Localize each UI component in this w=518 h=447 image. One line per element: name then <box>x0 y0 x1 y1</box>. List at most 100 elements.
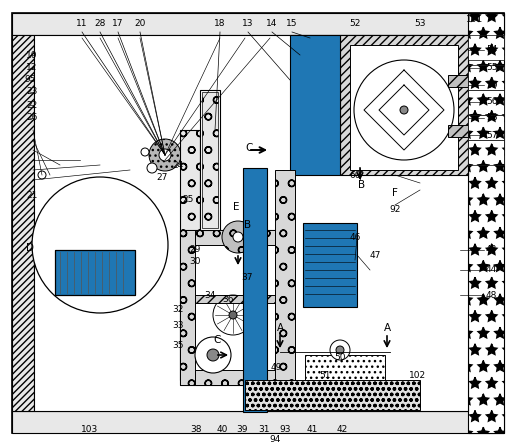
Text: 22: 22 <box>26 101 37 110</box>
Bar <box>448 125 468 137</box>
Text: 28: 28 <box>94 20 106 29</box>
Text: 47: 47 <box>369 250 381 260</box>
Text: 17: 17 <box>112 20 124 29</box>
Bar <box>305 225 355 305</box>
Bar <box>303 223 357 307</box>
Bar <box>34 35 468 411</box>
Text: 31: 31 <box>258 426 270 434</box>
Bar <box>180 230 195 385</box>
Text: 52: 52 <box>349 20 361 29</box>
Text: 36: 36 <box>222 295 234 304</box>
Bar <box>202 92 218 228</box>
Bar <box>468 65 504 90</box>
Text: 51: 51 <box>319 371 331 380</box>
Text: 39: 39 <box>236 426 248 434</box>
Text: C: C <box>246 143 253 153</box>
Bar <box>195 230 290 245</box>
Bar <box>468 13 504 433</box>
Text: 101: 101 <box>466 16 484 25</box>
Bar <box>290 35 340 53</box>
Circle shape <box>222 221 254 253</box>
Bar <box>180 230 290 385</box>
Text: 25: 25 <box>182 195 194 204</box>
Bar <box>350 45 458 170</box>
Text: 11: 11 <box>76 20 88 29</box>
Bar <box>12 13 504 35</box>
Bar <box>468 35 504 60</box>
Circle shape <box>141 148 149 156</box>
Text: 21: 21 <box>26 190 37 199</box>
Circle shape <box>330 340 350 360</box>
Text: 55: 55 <box>486 63 497 72</box>
Bar <box>245 380 420 410</box>
Text: 49: 49 <box>270 363 282 371</box>
Text: 95: 95 <box>24 76 36 84</box>
Text: 94: 94 <box>269 435 281 444</box>
Text: 24: 24 <box>172 160 183 169</box>
Text: 13: 13 <box>242 20 254 29</box>
Text: 20: 20 <box>134 20 146 29</box>
Text: 92: 92 <box>390 206 401 215</box>
Text: C: C <box>213 335 221 345</box>
Text: 30: 30 <box>189 257 201 266</box>
Text: 18: 18 <box>214 20 226 29</box>
Circle shape <box>229 311 237 319</box>
Circle shape <box>195 337 231 373</box>
Text: 57: 57 <box>486 131 497 139</box>
Circle shape <box>38 171 46 179</box>
Bar <box>55 250 135 295</box>
Text: 56: 56 <box>486 97 497 106</box>
Bar <box>468 115 504 140</box>
Bar <box>275 230 290 385</box>
Text: B: B <box>244 220 252 230</box>
Bar <box>468 90 504 115</box>
Bar <box>468 140 504 165</box>
Text: 14: 14 <box>266 20 278 29</box>
Bar <box>180 130 200 380</box>
Circle shape <box>336 346 344 354</box>
Bar <box>305 355 385 380</box>
Circle shape <box>149 139 181 171</box>
Text: 40: 40 <box>217 426 228 434</box>
Text: B: B <box>358 180 366 190</box>
Text: 26: 26 <box>26 114 37 122</box>
Text: 44: 44 <box>486 266 497 274</box>
Text: 15: 15 <box>286 20 298 29</box>
Circle shape <box>354 60 454 160</box>
Bar <box>12 35 34 411</box>
Text: 42: 42 <box>336 426 348 434</box>
Text: 58: 58 <box>486 114 497 122</box>
Text: D: D <box>26 243 34 253</box>
Text: A: A <box>277 323 283 333</box>
Circle shape <box>400 106 408 114</box>
Text: 54: 54 <box>486 46 497 55</box>
Text: A: A <box>383 323 391 333</box>
Text: 46: 46 <box>349 233 361 243</box>
Text: 12: 12 <box>26 63 37 72</box>
Text: 38: 38 <box>190 426 202 434</box>
Text: 35: 35 <box>172 341 184 350</box>
Bar <box>448 75 468 87</box>
Circle shape <box>147 163 157 173</box>
Text: 59: 59 <box>486 80 497 89</box>
Text: 34: 34 <box>204 291 215 299</box>
Text: 43: 43 <box>486 245 497 254</box>
Text: 103: 103 <box>81 426 98 434</box>
Bar <box>195 295 290 303</box>
Text: 29: 29 <box>189 245 200 254</box>
Bar <box>195 370 290 385</box>
Text: 37: 37 <box>241 274 253 283</box>
Text: 10: 10 <box>26 51 37 59</box>
Text: 60: 60 <box>349 170 361 180</box>
Text: 32: 32 <box>172 305 184 315</box>
Circle shape <box>207 349 219 361</box>
Text: 53: 53 <box>414 20 426 29</box>
Bar <box>243 168 267 412</box>
Text: F: F <box>392 188 398 198</box>
Bar <box>55 250 135 295</box>
Circle shape <box>159 149 171 161</box>
Text: 102: 102 <box>409 371 426 380</box>
Bar <box>275 170 295 410</box>
Text: 50: 50 <box>334 354 346 363</box>
Text: 23: 23 <box>26 88 37 97</box>
